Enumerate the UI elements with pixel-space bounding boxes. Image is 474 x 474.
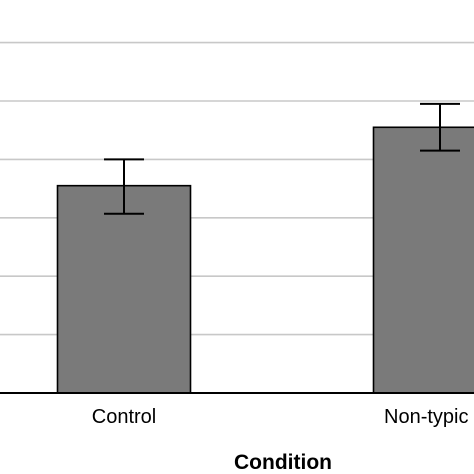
x-tick-label-1: Non-typic [384, 406, 468, 428]
error-bars [104, 102, 460, 215]
bar-1 [372, 126, 474, 394]
x-tick-label-0: Control [92, 406, 156, 428]
x-tick-labels: Control Non-typic [92, 406, 469, 428]
x-axis-title: Condition [234, 451, 332, 474]
bars [56, 126, 474, 394]
bar-0 [56, 184, 192, 394]
